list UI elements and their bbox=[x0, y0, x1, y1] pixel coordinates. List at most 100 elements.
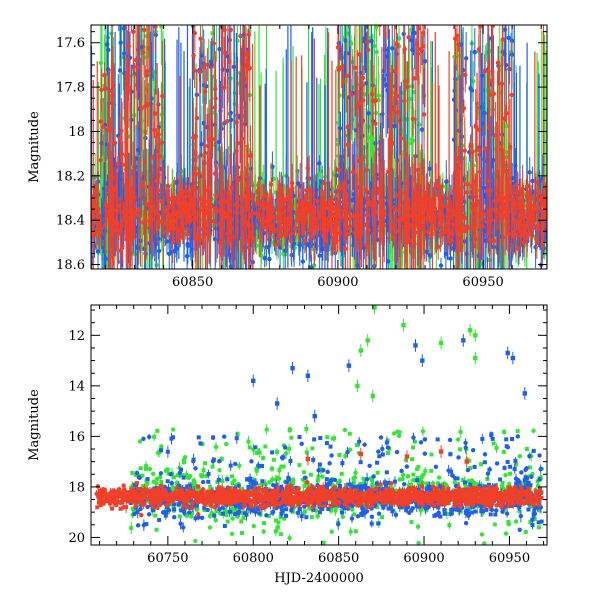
top-point-blue bbox=[306, 243, 312, 248]
top-point-green bbox=[159, 25, 164, 29]
top-point-red bbox=[477, 169, 483, 174]
top-point-green bbox=[345, 31, 350, 36]
top-data-marks bbox=[91, 18, 547, 269]
top-point-red bbox=[201, 199, 206, 204]
top-point-red bbox=[398, 202, 403, 208]
top-point-blue bbox=[150, 18, 154, 22]
top-point-blue bbox=[317, 161, 322, 166]
top-point-blue bbox=[419, 127, 425, 132]
top-point-blue bbox=[262, 255, 267, 261]
top-point-blue bbox=[369, 38, 374, 44]
top-point-red bbox=[261, 205, 267, 210]
top-point-red bbox=[523, 230, 529, 235]
top-point-red bbox=[304, 188, 309, 193]
top-point-red bbox=[185, 232, 190, 237]
top-point-blue bbox=[169, 249, 175, 255]
top-point-blue bbox=[459, 42, 464, 47]
top-point-blue bbox=[364, 81, 369, 86]
top-point-red bbox=[348, 92, 354, 97]
top-point-red bbox=[114, 208, 119, 213]
top-point-red bbox=[337, 230, 343, 236]
top-point-red bbox=[205, 143, 210, 149]
top-point-green bbox=[373, 25, 379, 30]
top-point-red bbox=[174, 224, 179, 230]
top-point-blue bbox=[309, 265, 314, 269]
top-point-red bbox=[406, 35, 411, 40]
top-point-blue bbox=[337, 126, 343, 131]
top-point-red bbox=[306, 227, 312, 233]
top-point-red bbox=[425, 229, 430, 235]
top-point-blue bbox=[291, 242, 297, 247]
top-point-blue bbox=[300, 259, 306, 264]
top-point-red bbox=[205, 62, 210, 67]
top-point-red bbox=[462, 148, 467, 153]
top-point-green bbox=[374, 49, 379, 55]
top-point-red bbox=[506, 231, 511, 237]
top-point-blue bbox=[129, 20, 133, 24]
top-point-blue bbox=[444, 179, 449, 184]
top-point-blue bbox=[506, 35, 511, 41]
top-point-red bbox=[308, 204, 314, 210]
top-point-red bbox=[229, 185, 234, 190]
top-point-red bbox=[148, 20, 152, 24]
top-point-red bbox=[270, 209, 275, 214]
top-point-blue bbox=[472, 50, 477, 55]
top-point-red bbox=[246, 32, 252, 37]
top-point-red bbox=[509, 92, 514, 98]
top-point-red bbox=[515, 246, 521, 251]
top-point-red bbox=[119, 128, 124, 133]
top-point-red bbox=[392, 68, 397, 74]
top-point-red bbox=[401, 218, 407, 223]
top-point-red bbox=[357, 52, 362, 57]
top-point-blue bbox=[448, 256, 453, 261]
top-point-red bbox=[335, 45, 341, 50]
top-point-red bbox=[438, 232, 443, 237]
top-point-blue bbox=[283, 248, 288, 253]
top-point-red bbox=[367, 202, 372, 207]
top-point-red bbox=[192, 68, 197, 73]
top-point-blue bbox=[351, 192, 357, 197]
top-point-red bbox=[94, 229, 99, 234]
top-point-red bbox=[382, 20, 386, 24]
top-point-blue bbox=[363, 19, 367, 23]
top-point-red bbox=[402, 79, 408, 84]
top-point-green bbox=[154, 262, 159, 268]
top-point-red bbox=[247, 65, 252, 71]
top-point-red bbox=[463, 72, 468, 78]
top-point-blue bbox=[228, 117, 234, 123]
top-point-red bbox=[115, 161, 120, 167]
top-point-red bbox=[511, 233, 516, 239]
top-point-blue bbox=[225, 68, 230, 73]
top-point-red bbox=[159, 199, 165, 204]
top-point-blue bbox=[105, 42, 110, 47]
top-point-red bbox=[352, 65, 358, 71]
top-point-red bbox=[342, 246, 348, 252]
top-point-blue bbox=[267, 256, 272, 262]
top-point-blue bbox=[443, 251, 449, 256]
top-point-blue bbox=[422, 58, 428, 64]
top-point-red bbox=[165, 211, 170, 216]
top-point-red bbox=[386, 20, 390, 24]
top-point-red bbox=[421, 112, 427, 117]
top-point-red bbox=[485, 219, 491, 224]
top-point-red bbox=[197, 69, 202, 74]
top-point-green bbox=[411, 89, 417, 95]
top-point-green bbox=[337, 93, 342, 98]
top-point-red bbox=[133, 57, 139, 63]
top-point-red bbox=[366, 227, 372, 233]
top-point-red bbox=[339, 185, 345, 191]
top-point-green bbox=[118, 19, 122, 23]
top-point-red bbox=[512, 203, 518, 208]
top-point-green bbox=[409, 84, 415, 89]
top-point-red bbox=[402, 224, 408, 230]
top-point-red bbox=[514, 190, 519, 196]
top-point-blue bbox=[151, 19, 155, 23]
top-point-red bbox=[491, 91, 497, 96]
top-point-red bbox=[411, 76, 417, 81]
top-point-red bbox=[411, 234, 417, 240]
top-point-blue bbox=[381, 77, 386, 82]
top-point-red bbox=[120, 162, 125, 168]
top-point-red bbox=[345, 125, 350, 130]
